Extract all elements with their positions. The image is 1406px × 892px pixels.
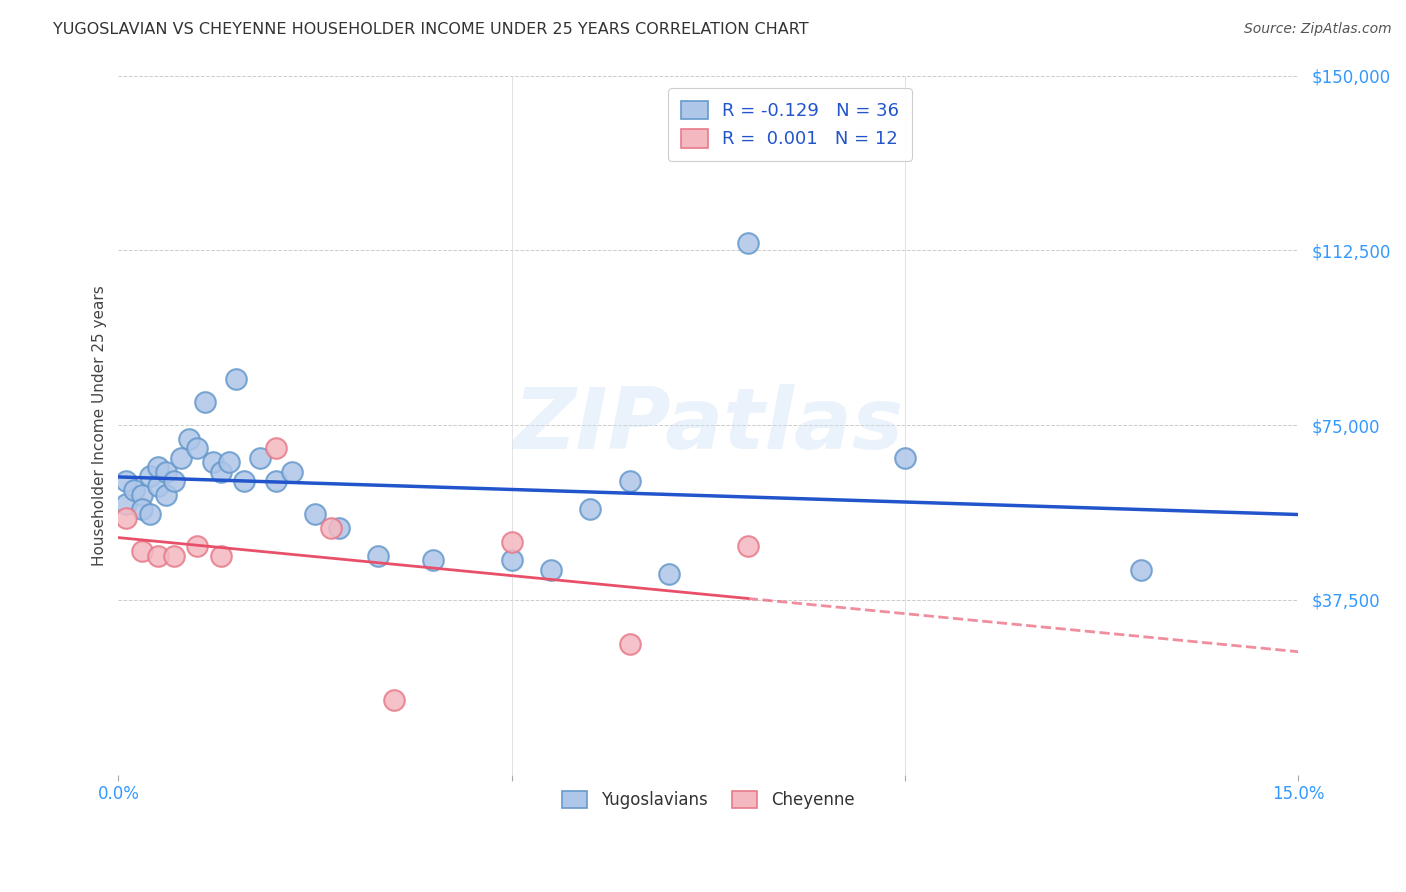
Point [304, 507, 326, 521]
Point [131, 502, 153, 516]
Point [194, 395, 217, 409]
Point [186, 540, 208, 554]
Point [367, 549, 389, 563]
Point [233, 474, 256, 488]
Point [382, 693, 405, 707]
Point [155, 488, 177, 502]
Point [501, 553, 523, 567]
Legend: Yugoslavians, Cheyenne: Yugoslavians, Cheyenne [555, 784, 860, 815]
Point [209, 465, 232, 479]
Point [146, 479, 169, 493]
Point [619, 637, 641, 651]
Point [737, 540, 759, 554]
Point [218, 455, 240, 469]
Point [501, 534, 523, 549]
Point [201, 455, 224, 469]
Point [146, 460, 169, 475]
Point [139, 469, 162, 483]
Text: Source: ZipAtlas.com: Source: ZipAtlas.com [1244, 22, 1392, 37]
Point [179, 432, 201, 446]
Point [264, 442, 287, 456]
Point [209, 549, 232, 563]
Point [280, 465, 302, 479]
Y-axis label: Householder Income Under 25 years: Householder Income Under 25 years [93, 285, 107, 566]
Point [579, 502, 602, 516]
Point [328, 521, 350, 535]
Point [225, 371, 247, 385]
Point [155, 465, 177, 479]
Text: ZIPatlas: ZIPatlas [513, 384, 904, 467]
Point [264, 474, 287, 488]
Point [422, 553, 444, 567]
Point [1130, 563, 1153, 577]
Point [131, 544, 153, 558]
Text: YUGOSLAVIAN VS CHEYENNE HOUSEHOLDER INCOME UNDER 25 YEARS CORRELATION CHART: YUGOSLAVIAN VS CHEYENNE HOUSEHOLDER INCO… [53, 22, 808, 37]
Point [146, 549, 169, 563]
Point [619, 474, 641, 488]
Point [115, 511, 138, 525]
Point [737, 236, 759, 251]
Point [658, 567, 681, 582]
Point [115, 474, 138, 488]
Point [162, 474, 184, 488]
Point [122, 483, 145, 498]
Point [540, 563, 562, 577]
Point [115, 497, 138, 511]
Point [894, 450, 917, 465]
Point [186, 442, 208, 456]
Point [249, 450, 271, 465]
Point [319, 521, 342, 535]
Point [162, 549, 184, 563]
Point [139, 507, 162, 521]
Point [170, 450, 193, 465]
Point [131, 488, 153, 502]
